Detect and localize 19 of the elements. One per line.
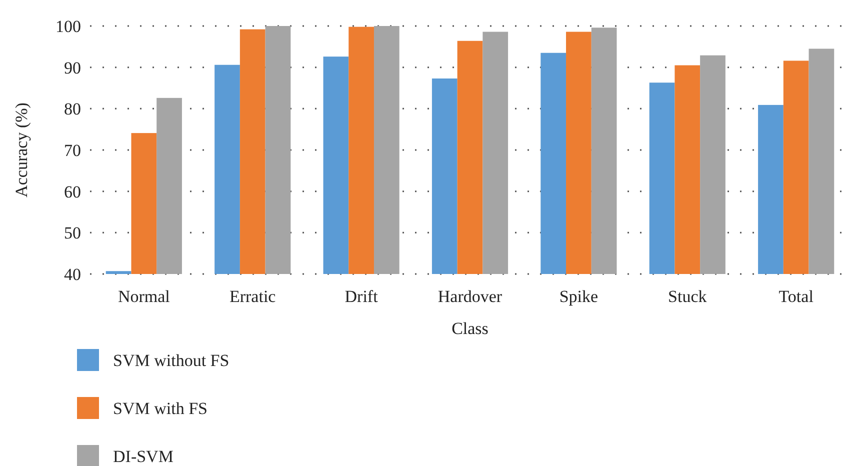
legend-label: SVM with FS bbox=[113, 398, 208, 418]
y-axis-title: Accuracy (%) bbox=[12, 102, 31, 198]
x-tick-label: Erratic bbox=[229, 287, 276, 306]
y-tick-label: 90 bbox=[64, 58, 81, 78]
y-tick-label: 60 bbox=[64, 182, 81, 202]
y-tick-label: 50 bbox=[64, 224, 81, 243]
y-tick-label: 100 bbox=[56, 16, 81, 36]
x-tick-label: Normal bbox=[118, 287, 170, 306]
x-tick-label: Drift bbox=[344, 287, 378, 306]
x-tick-label: Total bbox=[778, 287, 814, 306]
x-tick-label: Stuck bbox=[668, 287, 708, 306]
x-tick-label: Hardover bbox=[438, 287, 502, 306]
x-axis-title: Class bbox=[452, 319, 488, 338]
legend-label: DI-SVM bbox=[113, 446, 174, 466]
x-tick-label: Spike bbox=[559, 287, 598, 306]
y-tick-label: 70 bbox=[64, 140, 81, 160]
y-tick-label: 40 bbox=[64, 264, 81, 284]
y-tick-label: 80 bbox=[64, 100, 81, 119]
legend-label: SVM without FS bbox=[113, 350, 230, 370]
